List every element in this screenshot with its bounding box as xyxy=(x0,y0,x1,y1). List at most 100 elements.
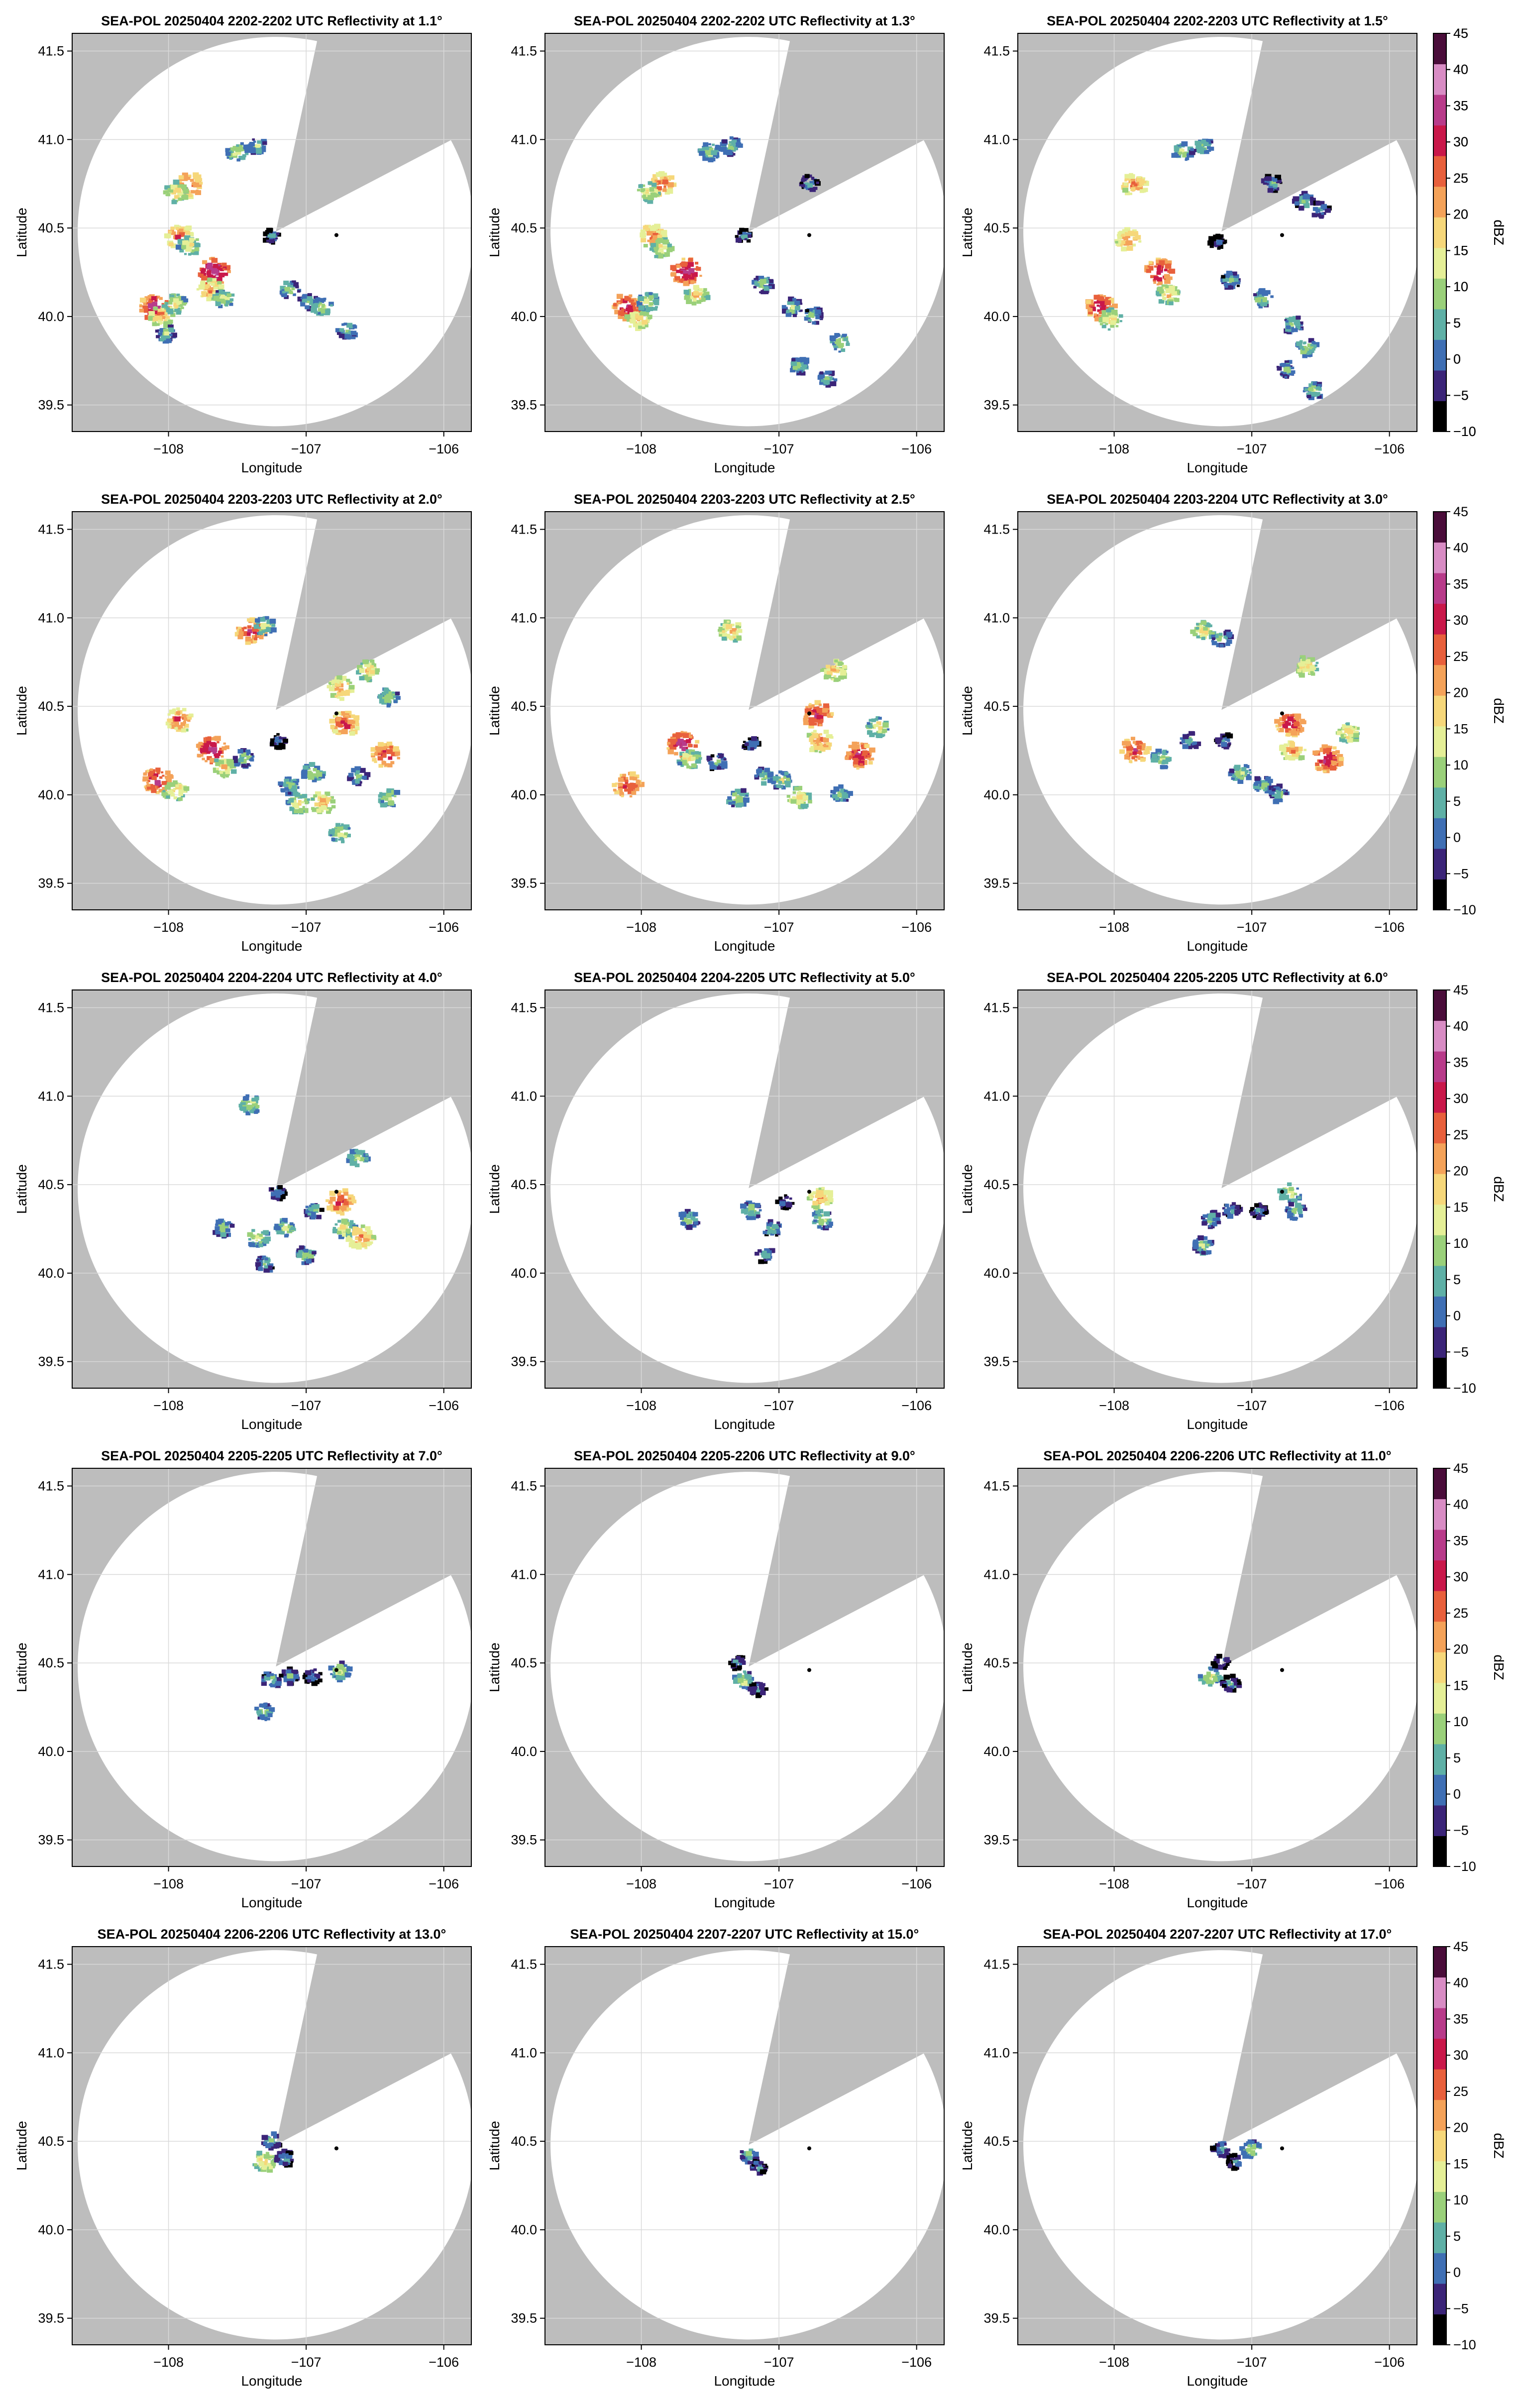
reflectivity-echo xyxy=(857,742,860,745)
reflectivity-echo xyxy=(167,188,174,193)
reflectivity-echo xyxy=(852,741,858,746)
reflectivity-echo xyxy=(815,314,822,320)
colorbar-tick-label: 25 xyxy=(1453,171,1468,186)
reflectivity-echo xyxy=(1159,756,1163,760)
reflectivity-echo xyxy=(670,265,677,270)
colorbar-tick-label: −10 xyxy=(1453,424,1476,439)
reflectivity-echo xyxy=(1272,788,1276,791)
reflectivity-echo xyxy=(1294,320,1300,325)
reflectivity-echo xyxy=(1096,304,1099,307)
reflectivity-echo xyxy=(1179,148,1184,152)
reflectivity-echo xyxy=(638,305,645,311)
reflectivity-echo xyxy=(153,306,158,311)
reflectivity-echo xyxy=(175,244,182,250)
reflectivity-echo xyxy=(270,738,276,743)
reflectivity-echo xyxy=(179,243,182,245)
reflectivity-echo xyxy=(223,742,226,745)
reflectivity-echo xyxy=(359,1150,365,1155)
colorbar-tick-label: 40 xyxy=(1453,62,1468,77)
reflectivity-echo xyxy=(1110,324,1115,328)
reflectivity-echo xyxy=(845,756,849,760)
reflectivity-echo xyxy=(818,703,822,706)
reflectivity-echo xyxy=(224,1222,229,1225)
reflectivity-echo xyxy=(828,371,832,374)
reflectivity-echo xyxy=(211,275,215,280)
reflectivity-echo xyxy=(837,333,841,337)
reflectivity-echo xyxy=(170,313,176,318)
reflectivity-echo xyxy=(1226,270,1232,276)
reflectivity-echo xyxy=(255,1103,258,1106)
reflectivity-echo xyxy=(176,711,181,715)
reflectivity-echo xyxy=(701,297,706,301)
colorbar-tick-label: 40 xyxy=(1453,541,1468,555)
reflectivity-echo xyxy=(886,728,890,731)
reflectivity-echo xyxy=(1181,144,1184,146)
reflectivity-echo xyxy=(1353,733,1359,738)
reflectivity-echo xyxy=(686,739,691,744)
reflectivity-echo xyxy=(1265,776,1271,781)
reflectivity-echo xyxy=(832,791,836,794)
y-tick-label: 40.5 xyxy=(38,220,64,235)
reflectivity-echo xyxy=(326,685,331,688)
reflectivity-echo xyxy=(667,243,672,247)
reflectivity-echo xyxy=(315,807,319,810)
reflectivity-echo xyxy=(342,1232,347,1237)
reflectivity-echo xyxy=(1169,285,1175,291)
reflectivity-echo xyxy=(1206,140,1211,144)
reflectivity-echo xyxy=(819,315,824,319)
reflectivity-echo xyxy=(1136,741,1142,746)
reflectivity-echo xyxy=(300,302,306,307)
reflectivity-echo xyxy=(146,783,151,787)
reflectivity-echo xyxy=(1107,328,1111,331)
reflectivity-echo xyxy=(166,316,170,319)
reflectivity-echo xyxy=(226,759,233,764)
reflectivity-echo xyxy=(1356,727,1360,730)
reflectivity-echo xyxy=(215,302,221,306)
reflectivity-echo xyxy=(1292,731,1298,736)
reflectivity-echo xyxy=(247,625,252,629)
reflectivity-echo xyxy=(336,730,342,735)
reflectivity-echo xyxy=(1132,229,1137,233)
reflectivity-echo xyxy=(799,303,803,305)
reflectivity-echo xyxy=(377,756,383,761)
reflectivity-echo xyxy=(1232,774,1236,778)
reflectivity-echo xyxy=(796,791,801,795)
site-marker xyxy=(334,233,338,237)
reflectivity-echo xyxy=(188,232,194,237)
reflectivity-echo xyxy=(270,627,277,633)
reflectivity-echo xyxy=(1315,209,1320,213)
reflectivity-echo xyxy=(299,809,304,814)
reflectivity-echo xyxy=(822,708,828,713)
reflectivity-echo xyxy=(254,1236,259,1239)
reflectivity-echo xyxy=(1325,208,1331,213)
reflectivity-echo xyxy=(239,629,242,632)
reflectivity-echo xyxy=(659,255,663,259)
x-axis-label: Longitude xyxy=(1187,938,1248,954)
reflectivity-echo xyxy=(1193,741,1197,745)
x-tick-label: −107 xyxy=(764,920,794,935)
reflectivity-echo xyxy=(646,225,651,229)
reflectivity-echo xyxy=(164,319,167,322)
reflectivity-echo xyxy=(749,744,752,746)
reflectivity-echo xyxy=(1256,789,1260,792)
reflectivity-echo xyxy=(648,195,654,201)
reflectivity-echo xyxy=(1226,639,1232,644)
reflectivity-echo xyxy=(1275,790,1279,793)
reflectivity-echo xyxy=(1140,756,1144,759)
reflectivity-echo xyxy=(385,802,389,805)
reflectivity-echo xyxy=(816,719,820,723)
reflectivity-echo xyxy=(360,662,363,665)
reflectivity-echo xyxy=(791,358,796,362)
reflectivity-echo xyxy=(827,376,833,381)
reflectivity-echo xyxy=(723,625,726,628)
reflectivity-echo xyxy=(647,306,653,312)
reflectivity-echo xyxy=(292,785,297,789)
reflectivity-echo xyxy=(1196,635,1200,639)
reflectivity-echo xyxy=(1115,241,1118,244)
reflectivity-echo xyxy=(171,190,177,195)
reflectivity-echo xyxy=(335,1201,341,1206)
reflectivity-echo xyxy=(1117,231,1122,235)
reflectivity-echo xyxy=(668,175,675,180)
reflectivity-echo xyxy=(204,740,209,745)
